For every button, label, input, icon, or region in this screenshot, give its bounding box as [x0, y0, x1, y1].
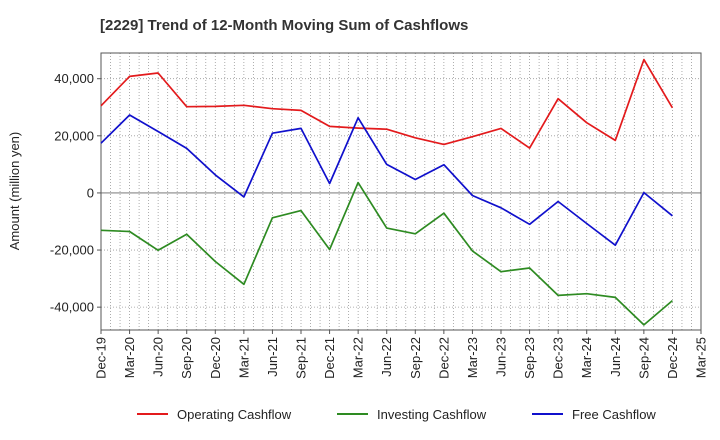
- x-tick-label: Dec-21: [322, 337, 337, 379]
- x-tick-label: Mar-20: [122, 337, 137, 378]
- y-tick-label: 0: [87, 185, 94, 200]
- legend-label-free-cashflow: Free Cashflow: [572, 407, 656, 422]
- x-tick-label: Jun-20: [151, 337, 166, 377]
- x-tick-label: Sep-24: [636, 337, 651, 379]
- x-tick-label: Sep-22: [408, 337, 423, 379]
- x-tick-label: Sep-20: [179, 337, 194, 379]
- x-tick-label: Dec-22: [436, 337, 451, 379]
- y-tick-label: -20,000: [50, 243, 94, 258]
- x-tick-label: Dec-24: [665, 337, 680, 379]
- chart-title: [2229] Trend of 12-Month Moving Sum of C…: [100, 17, 468, 34]
- grid: [100, 52, 702, 331]
- y-axis-label: Amount (million yen): [7, 132, 22, 251]
- x-tick-label: Dec-20: [208, 337, 223, 379]
- x-tick-label: Mar-24: [579, 337, 594, 378]
- legend-label-investing-cashflow: Investing Cashflow: [377, 407, 487, 422]
- legend-label-operating-cashflow: Operating Cashflow: [177, 407, 292, 422]
- legend: Operating Cashflow Investing Cashflow Free…: [137, 407, 656, 422]
- x-tick-label: Mar-21: [236, 337, 251, 378]
- x-tick-label: Sep-21: [294, 337, 309, 379]
- x-tick-label: Jun-22: [379, 337, 394, 377]
- x-tick-label: Dec-23: [551, 337, 566, 379]
- x-tick-label: Jun-23: [494, 337, 509, 377]
- x-tick-label: Jun-24: [608, 337, 623, 377]
- series-line-operating-cashflow: [100, 58, 674, 149]
- plot-frame: [100, 52, 702, 331]
- y-tick-label: 20,000: [54, 128, 94, 143]
- y-tick-label: 40,000: [54, 71, 94, 86]
- plot-area: [100, 58, 674, 326]
- x-tick-label: Mar-22: [351, 337, 366, 378]
- series-line-investing-cashflow: [100, 181, 673, 326]
- x-tick-label: Jun-21: [265, 337, 280, 377]
- x-tick-label: Mar-25: [694, 337, 709, 378]
- y-axis: -40,000 -20,000 0 20,000 40,000: [50, 71, 101, 315]
- series-line-free-cashflow: [100, 114, 673, 247]
- x-tick-label: Dec-19: [94, 337, 109, 379]
- x-tick-label: Sep-23: [522, 337, 537, 379]
- x-axis: Dec-19 Mar-20 Jun-20 Sep-20 Dec-20 Mar-21 Jun-…: [94, 330, 709, 379]
- y-tick-label: -40,000: [50, 300, 94, 315]
- x-tick-label: Mar-23: [465, 337, 480, 378]
- plot-background: [101, 53, 701, 330]
